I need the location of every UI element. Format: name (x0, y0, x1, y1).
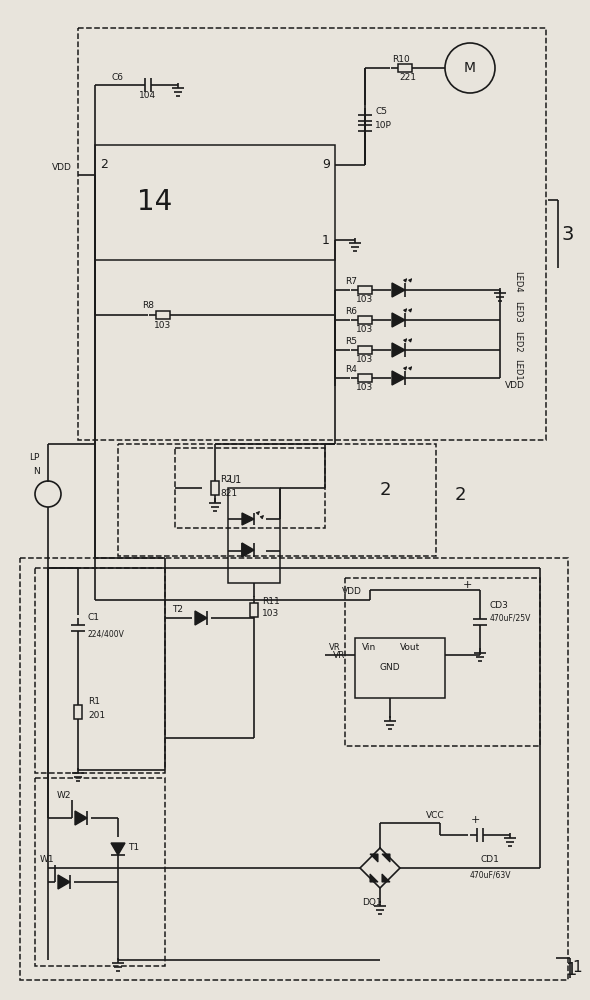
Text: R2: R2 (220, 476, 232, 485)
Text: R6: R6 (345, 306, 357, 316)
Text: GND: GND (380, 664, 400, 672)
Text: 3: 3 (562, 225, 574, 243)
Text: 103: 103 (262, 609, 279, 618)
Text: LP: LP (30, 454, 40, 462)
Text: 221: 221 (399, 73, 417, 82)
Text: 9: 9 (322, 158, 330, 172)
Polygon shape (242, 543, 254, 557)
Text: 103: 103 (356, 294, 373, 304)
Bar (250, 603, 258, 617)
Bar (175, 448, 325, 528)
Text: C6: C6 (112, 73, 124, 82)
Bar (211, 481, 219, 495)
Bar (358, 316, 372, 324)
Polygon shape (75, 811, 87, 825)
Bar (156, 311, 170, 319)
Text: CD3: CD3 (490, 600, 509, 609)
Bar (228, 488, 280, 583)
Text: 1: 1 (566, 961, 578, 979)
Bar (74, 705, 82, 719)
Text: LED4: LED4 (513, 271, 522, 293)
Text: 10P: 10P (375, 120, 392, 129)
Text: LED2: LED2 (513, 331, 522, 353)
Text: R1: R1 (88, 698, 100, 706)
Text: 2: 2 (454, 486, 466, 504)
Text: Vin: Vin (362, 644, 376, 652)
Polygon shape (392, 371, 405, 385)
Text: R8: R8 (142, 302, 154, 310)
Text: VDD: VDD (342, 587, 362, 596)
Bar (20, 558, 568, 980)
Text: LED3: LED3 (513, 301, 522, 323)
Text: DQ1: DQ1 (362, 898, 382, 908)
Text: R4: R4 (345, 364, 357, 373)
Polygon shape (370, 874, 378, 882)
Text: Vout: Vout (400, 644, 420, 652)
Bar (398, 64, 412, 72)
Text: R5: R5 (345, 336, 357, 346)
Text: CD1: CD1 (481, 856, 500, 864)
Bar (358, 374, 372, 382)
Text: 224/400V: 224/400V (88, 630, 125, 639)
Text: R11: R11 (262, 596, 280, 605)
Text: +: + (470, 815, 480, 825)
Bar (35, 778, 165, 966)
Text: W1: W1 (40, 856, 54, 864)
Polygon shape (370, 854, 378, 862)
Bar (35, 568, 165, 773)
Text: 14: 14 (137, 188, 173, 217)
Polygon shape (111, 843, 125, 855)
Text: T2: T2 (172, 605, 183, 614)
Text: M: M (464, 61, 476, 75)
Text: VR: VR (333, 650, 345, 660)
Text: 470uF/63V: 470uF/63V (469, 870, 511, 880)
Text: C1: C1 (88, 613, 100, 622)
Text: T1: T1 (128, 844, 139, 852)
Text: 103: 103 (356, 355, 373, 363)
Polygon shape (382, 874, 390, 882)
Text: R7: R7 (345, 276, 357, 286)
Text: 1: 1 (322, 233, 330, 246)
Text: C5: C5 (375, 107, 387, 116)
Text: 201: 201 (88, 712, 105, 720)
Text: 103: 103 (356, 382, 373, 391)
Text: 2: 2 (100, 158, 108, 172)
Text: VR: VR (329, 643, 341, 652)
Text: VDD: VDD (505, 381, 525, 390)
Text: +: + (463, 580, 471, 590)
Text: LED1: LED1 (513, 359, 522, 381)
Bar (358, 346, 372, 354)
Polygon shape (392, 343, 405, 357)
Text: 103: 103 (155, 320, 172, 330)
Bar (345, 578, 540, 746)
Text: W2: W2 (57, 790, 71, 800)
Polygon shape (392, 283, 405, 297)
Bar (78, 28, 546, 440)
Bar (355, 638, 445, 698)
Bar (358, 286, 372, 294)
Bar (95, 145, 335, 260)
Bar (118, 444, 436, 556)
Polygon shape (242, 513, 254, 525)
Text: R10: R10 (392, 54, 410, 64)
Text: N: N (33, 468, 40, 477)
Text: 104: 104 (139, 91, 156, 100)
Polygon shape (58, 875, 70, 889)
Text: VDD: VDD (52, 162, 72, 172)
Text: 821: 821 (220, 489, 237, 498)
Text: 103: 103 (356, 324, 373, 334)
Polygon shape (392, 313, 405, 327)
Text: 470uF/25V: 470uF/25V (490, 613, 532, 622)
Polygon shape (382, 854, 390, 862)
Text: 1: 1 (572, 960, 582, 976)
Text: 2: 2 (380, 481, 392, 499)
Text: VCC: VCC (426, 810, 444, 820)
Polygon shape (195, 611, 207, 625)
Text: U1: U1 (228, 475, 241, 485)
